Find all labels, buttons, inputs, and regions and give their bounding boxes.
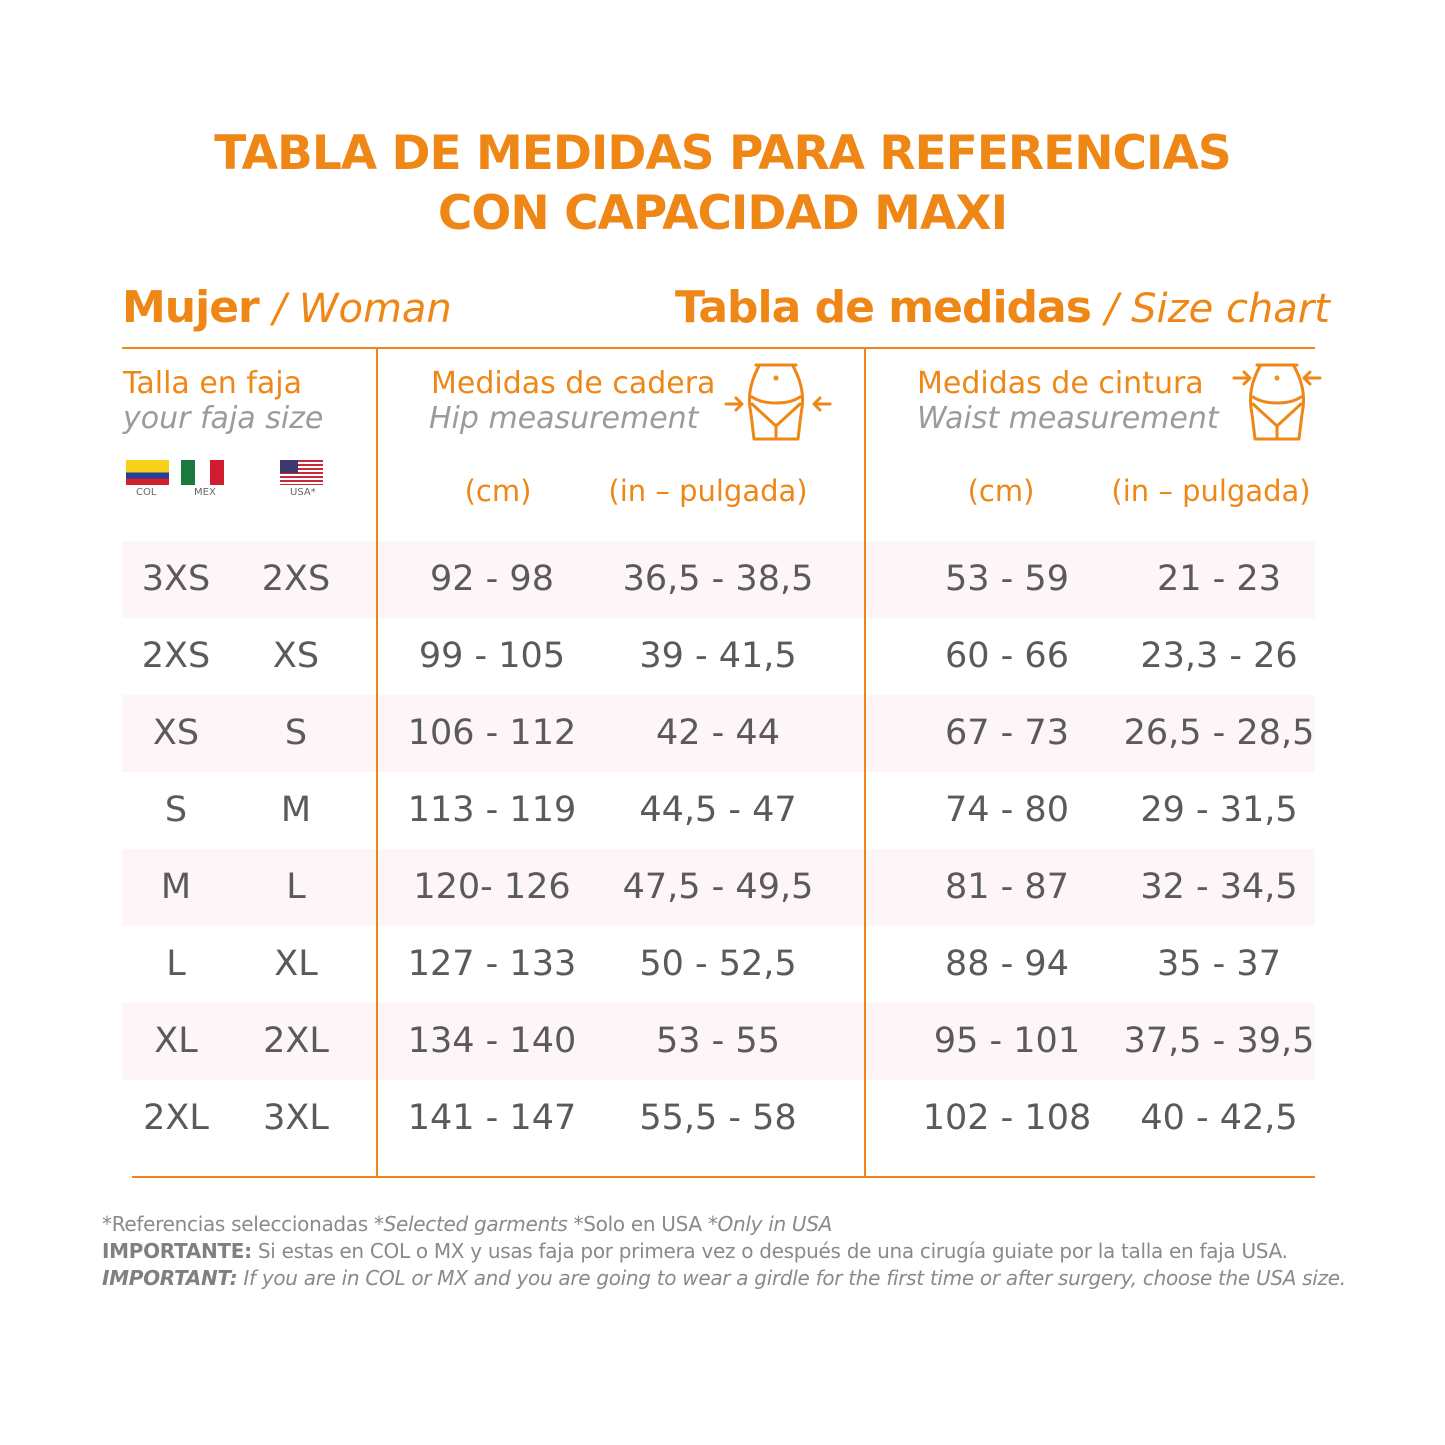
waist-unit-in: (in – pulgada) xyxy=(1111,474,1311,508)
cell-waist-cm: 60 - 66 xyxy=(945,636,1069,676)
cell-hip-in: 50 - 52,5 xyxy=(639,944,797,984)
size-col-title: Talla en faja xyxy=(123,366,303,401)
cell-usa-size: 2XS xyxy=(261,559,331,599)
cell-hip-in: 55,5 - 58 xyxy=(639,1098,797,1138)
cell-waist-cm: 74 - 80 xyxy=(945,790,1069,830)
column-divider-1 xyxy=(376,348,378,1178)
flag-label-col: COL xyxy=(136,487,157,498)
cell-waist-in: 35 - 37 xyxy=(1157,944,1281,984)
cell-waist-in: 29 - 31,5 xyxy=(1140,790,1298,830)
cell-waist-cm: 102 - 108 xyxy=(922,1098,1092,1138)
hip-unit-cm: (cm) xyxy=(464,474,532,508)
cell-col-size: 3XS xyxy=(141,559,211,599)
cell-waist-cm: 53 - 59 xyxy=(945,559,1069,599)
size-chart-header-bold: Tabla de medidas xyxy=(675,282,1092,333)
table-row: XS S 106 - 112 42 - 44 67 - 73 26,5 - 28,5 xyxy=(122,695,1315,772)
cell-waist-in: 23,3 - 26 xyxy=(1140,636,1298,676)
title-line-2: CON CAPACIDAD MAXI xyxy=(437,186,1008,241)
important-note-en: IMPORTANT: If you are in COL or MX and y… xyxy=(102,1266,1346,1290)
footnote-usa-en: *Only in USA xyxy=(707,1212,833,1236)
woman-header-italic: / Woman xyxy=(272,286,452,332)
woman-header-bold: Mujer xyxy=(122,282,260,333)
cell-hip-cm: 134 - 140 xyxy=(407,1021,577,1061)
title-line-1: TABLA DE MEDIDAS PARA REFERENCIAS xyxy=(214,126,1232,181)
cell-waist-in: 37,5 - 39,5 xyxy=(1123,1021,1315,1061)
cell-waist-cm: 95 - 101 xyxy=(933,1021,1081,1061)
table-row: 2XL 3XL 141 - 147 55,5 - 58 102 - 108 40 - 42… xyxy=(122,1080,1315,1157)
cell-hip-cm: 113 - 119 xyxy=(407,790,577,830)
column-divider-2 xyxy=(864,348,866,1178)
waist-unit-cm: (cm) xyxy=(967,474,1035,508)
usa-flag-icon xyxy=(280,460,323,485)
cell-hip-in: 53 - 55 xyxy=(656,1021,780,1061)
cell-usa-size: 3XL xyxy=(263,1098,329,1138)
cell-hip-cm: 99 - 105 xyxy=(418,636,566,676)
cell-usa-size: M xyxy=(280,790,312,830)
cell-usa-size: XL xyxy=(274,944,318,984)
mexico-flag-icon xyxy=(181,460,224,485)
hip-col-subtitle: Hip measurement xyxy=(429,401,699,436)
cell-waist-cm: 67 - 73 xyxy=(945,713,1069,753)
cell-col-size: 2XS xyxy=(141,636,211,676)
footnote-en: *Selected garments xyxy=(373,1212,568,1236)
table-row: L XL 127 - 133 50 - 52,5 88 - 94 35 - 37 xyxy=(122,926,1315,1003)
cell-hip-cm: 141 - 147 xyxy=(407,1098,577,1138)
hip-unit-in: (in – pulgada) xyxy=(608,474,808,508)
table-row: 2XS XS 99 - 105 39 - 41,5 60 - 66 23,3 - 26 xyxy=(122,618,1315,695)
cell-hip-cm: 92 - 98 xyxy=(430,559,554,599)
cell-usa-size: L xyxy=(286,867,306,907)
cell-hip-cm: 127 - 133 xyxy=(407,944,577,984)
cell-waist-cm: 88 - 94 xyxy=(945,944,1069,984)
cell-hip-in: 39 - 41,5 xyxy=(639,636,797,676)
cell-hip-in: 47,5 - 49,5 xyxy=(622,867,814,907)
cell-col-size: XS xyxy=(152,713,200,753)
footnote-es: *Referencias seleccionadas xyxy=(102,1212,374,1236)
cell-waist-in: 21 - 23 xyxy=(1157,559,1281,599)
cell-waist-cm: 81 - 87 xyxy=(945,867,1069,907)
table-row: M L 120- 126 47,5 - 49,5 81 - 87 32 - 34,5 xyxy=(122,849,1315,926)
waist-col-title: Medidas de cintura xyxy=(917,366,1204,401)
cell-hip-in: 42 - 44 xyxy=(656,713,780,753)
cell-hip-cm: 106 - 112 xyxy=(407,713,577,753)
cell-waist-in: 26,5 - 28,5 xyxy=(1123,713,1315,753)
cell-usa-size: 2XL xyxy=(263,1021,329,1061)
flag-label-usa: USA* xyxy=(290,487,316,498)
bottom-divider xyxy=(132,1176,1315,1178)
cell-hip-cm: 120- 126 xyxy=(413,867,571,907)
waist-col-subtitle: Waist measurement xyxy=(917,401,1219,436)
colombia-flag-icon xyxy=(126,460,169,485)
cell-col-size: L xyxy=(166,944,186,984)
table-row: S M 113 - 119 44,5 - 47 74 - 80 29 - 31,5 xyxy=(122,772,1315,849)
important-label-es: IMPORTANTE: xyxy=(102,1239,252,1263)
cell-col-size: M xyxy=(160,867,192,907)
important-text-es: Si estas en COL o MX y usas faja por pri… xyxy=(251,1239,1288,1263)
waist-body-icon xyxy=(1232,363,1322,441)
cell-waist-in: 32 - 34,5 xyxy=(1140,867,1298,907)
important-text-en: If you are in COL or MX and you are goin… xyxy=(237,1266,1346,1290)
table-row: XL 2XL 134 - 140 53 - 55 95 - 101 37,5 - 39,5 xyxy=(122,1003,1315,1080)
important-label-en: IMPORTANT: xyxy=(102,1266,238,1290)
woman-header: Mujer / Woman xyxy=(122,282,452,333)
footnote-usa-es: *Solo en USA xyxy=(567,1212,708,1236)
table-row: 3XS 2XS 92 - 98 36,5 - 38,5 53 - 59 21 - 23 xyxy=(122,541,1315,618)
footnote-references: *Referencias seleccionadas *Selected gar… xyxy=(102,1212,832,1236)
hip-body-icon xyxy=(724,363,832,441)
cell-hip-in: 44,5 - 47 xyxy=(639,790,797,830)
cell-col-size: XL xyxy=(154,1021,198,1061)
size-chart-header: Tabla de medidas / Size chart xyxy=(675,282,1330,333)
cell-col-size: S xyxy=(164,790,188,830)
cell-hip-in: 36,5 - 38,5 xyxy=(622,559,814,599)
cell-usa-size: S xyxy=(284,713,308,753)
flag-label-mex: MEX xyxy=(194,487,216,498)
top-divider xyxy=(122,347,1315,349)
important-note-es: IMPORTANTE: Si estas en COL o MX y usas … xyxy=(102,1239,1288,1263)
size-col-subtitle: your faja size xyxy=(123,401,324,436)
cell-usa-size: XS xyxy=(272,636,320,676)
hip-col-title: Medidas de cadera xyxy=(431,366,716,401)
cell-col-size: 2XL xyxy=(143,1098,209,1138)
cell-waist-in: 40 - 42,5 xyxy=(1140,1098,1298,1138)
size-chart-header-italic: / Size chart xyxy=(1104,286,1330,332)
